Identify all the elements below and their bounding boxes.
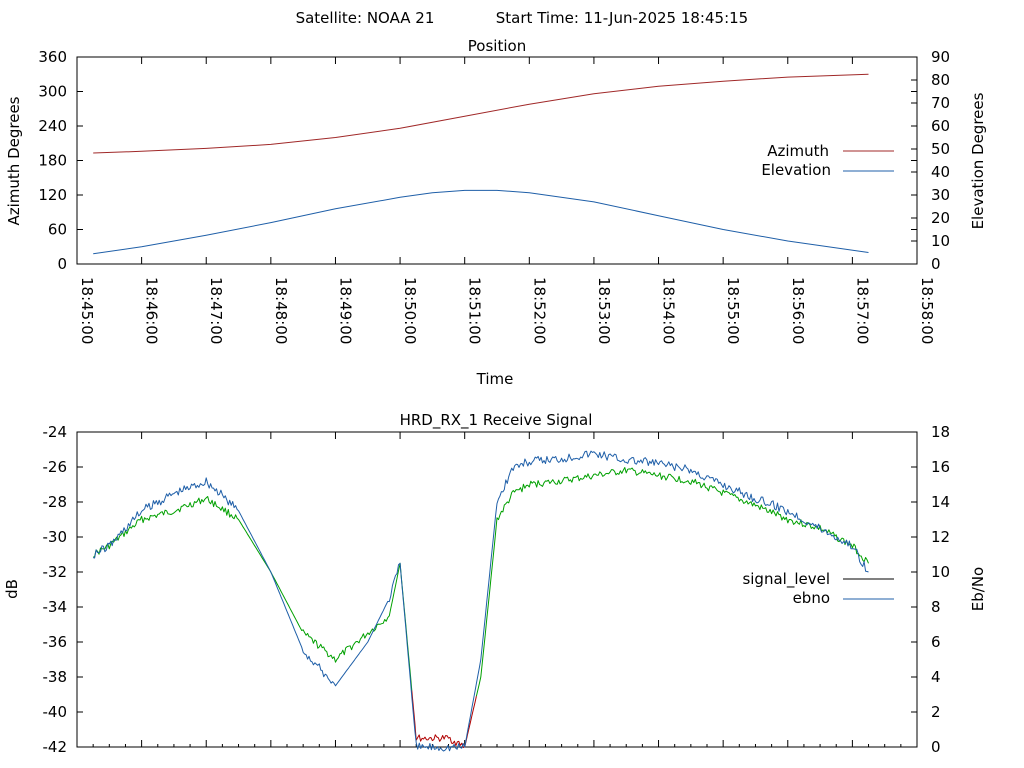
x-tick-label: 18:57:00 (853, 277, 871, 344)
y2-tick-label: 6 (931, 633, 941, 651)
signal-x-axis (76, 432, 918, 747)
x-tick-label: 18:52:00 (530, 277, 548, 344)
signal-chart-title: HRD_RX_1 Receive Signal (400, 411, 593, 430)
y-tick-label: -24 (43, 423, 68, 441)
signal-y2-axis: 0 2 4 6 8 10 12 14 16 18 (911, 423, 950, 756)
x-tick-label: 18:49:00 (336, 277, 354, 344)
x-tick-label: 18:45:00 (78, 277, 96, 344)
y-tick-label: 180 (38, 152, 67, 170)
y2-tick-label: 0 (931, 738, 941, 756)
y2-tick-label: 50 (931, 140, 950, 158)
signal-y-axis: -42 -40 -38 -36 -34 -32 -30 -28 -26 -24 (43, 423, 917, 756)
position-chart: Position 0 60 120 180 240 300 360 0 10 20 30 40 50 6… (5, 37, 987, 388)
y2-tick-label: 80 (931, 71, 950, 89)
position-legend: Azimuth Elevation (761, 142, 894, 179)
position-y-axis: 0 60 120 180 240 300 360 (38, 48, 917, 273)
y2-tick-label: 12 (931, 528, 950, 546)
position-x-axis-title: Time (476, 370, 514, 388)
signal-y2-axis-title: Eb/No (969, 567, 987, 611)
y-tick-label: 300 (38, 83, 67, 101)
y2-tick-label: 8 (931, 598, 941, 616)
y-tick-label: -40 (43, 703, 68, 721)
position-y2-axis-title: Elevation Degrees (969, 92, 987, 229)
position-y-axis-title: Azimuth Degrees (5, 96, 23, 225)
legend-azimuth-label: Azimuth (767, 142, 829, 160)
azimuth-line (93, 73, 869, 154)
x-tick-label: 18:46:00 (143, 277, 161, 344)
y2-tick-label: 16 (931, 458, 950, 476)
y-tick-label: 0 (57, 255, 67, 273)
y-tick-label: -36 (43, 633, 68, 651)
y-tick-label: 120 (38, 186, 67, 204)
y2-tick-label: 4 (931, 668, 941, 686)
signal-level-line (93, 496, 413, 691)
ebno-line (93, 450, 869, 752)
signal-plot-frame (76, 431, 918, 748)
y2-tick-label: 10 (931, 232, 950, 250)
y2-tick-label: 14 (931, 493, 950, 511)
legend-ebno-label: ebno (793, 589, 830, 607)
y2-tick-label: 20 (931, 209, 950, 227)
y-tick-label: 360 (38, 48, 67, 66)
x-tick-label: 18:47:00 (207, 277, 225, 344)
y-tick-label: -34 (43, 598, 68, 616)
start-time-label: Start Time: 11-Jun-2025 18:45:15 (496, 9, 748, 27)
y2-tick-label: 60 (931, 117, 950, 135)
x-tick-label: 18:58:00 (918, 277, 936, 344)
position-chart-title: Position (468, 37, 526, 55)
elevation-line (93, 189, 869, 255)
y-tick-label: -30 (43, 528, 68, 546)
x-tick-label: 18:53:00 (595, 277, 613, 344)
x-tick-label: 18:54:00 (660, 277, 678, 344)
signal-y-axis-title: dB (3, 579, 21, 599)
signal-series (93, 450, 869, 752)
legend-elevation-label: Elevation (761, 161, 831, 179)
x-tick-label: 18:56:00 (789, 277, 807, 344)
x-tick-label: 18:55:00 (724, 277, 742, 344)
position-x-axis: 18:45:00 18:46:00 18:47:00 18:48:00 18:49:00… (76, 57, 936, 344)
x-tick-label: 18:51:00 (466, 277, 484, 344)
y2-tick-label: 40 (931, 163, 950, 181)
signal-level-line-2 (475, 467, 869, 697)
y2-tick-label: 0 (931, 255, 941, 273)
x-tick-label: 18:50:00 (401, 277, 419, 344)
y2-tick-label: 2 (931, 703, 941, 721)
signal-chart: HRD_RX_1 Receive Signal -42-40-38-36-34-… (3, 411, 987, 756)
signal-legend: signal_level ebno (742, 570, 894, 607)
position-series (93, 73, 869, 255)
position-y2-axis: 0 10 20 30 40 50 60 70 80 90 (911, 48, 950, 273)
y-tick-label: 240 (38, 117, 67, 135)
y-tick-label: -38 (43, 668, 68, 686)
legend-signal-level-label: signal_level (742, 570, 830, 589)
y2-tick-label: 18 (931, 423, 950, 441)
y2-tick-label: 10 (931, 563, 950, 581)
y2-tick-label: 30 (931, 186, 950, 204)
y-tick-label: -28 (43, 493, 68, 511)
y2-tick-label: 70 (931, 94, 950, 112)
satellite-label: Satellite: NOAA 21 (296, 9, 435, 27)
x-tick-label: 18:48:00 (272, 277, 290, 344)
y-tick-label: -42 (43, 738, 68, 756)
y-tick-label: -32 (43, 563, 68, 581)
y-tick-label: -26 (43, 458, 68, 476)
y-tick-label: 60 (48, 221, 67, 239)
y2-tick-label: 90 (931, 48, 950, 66)
